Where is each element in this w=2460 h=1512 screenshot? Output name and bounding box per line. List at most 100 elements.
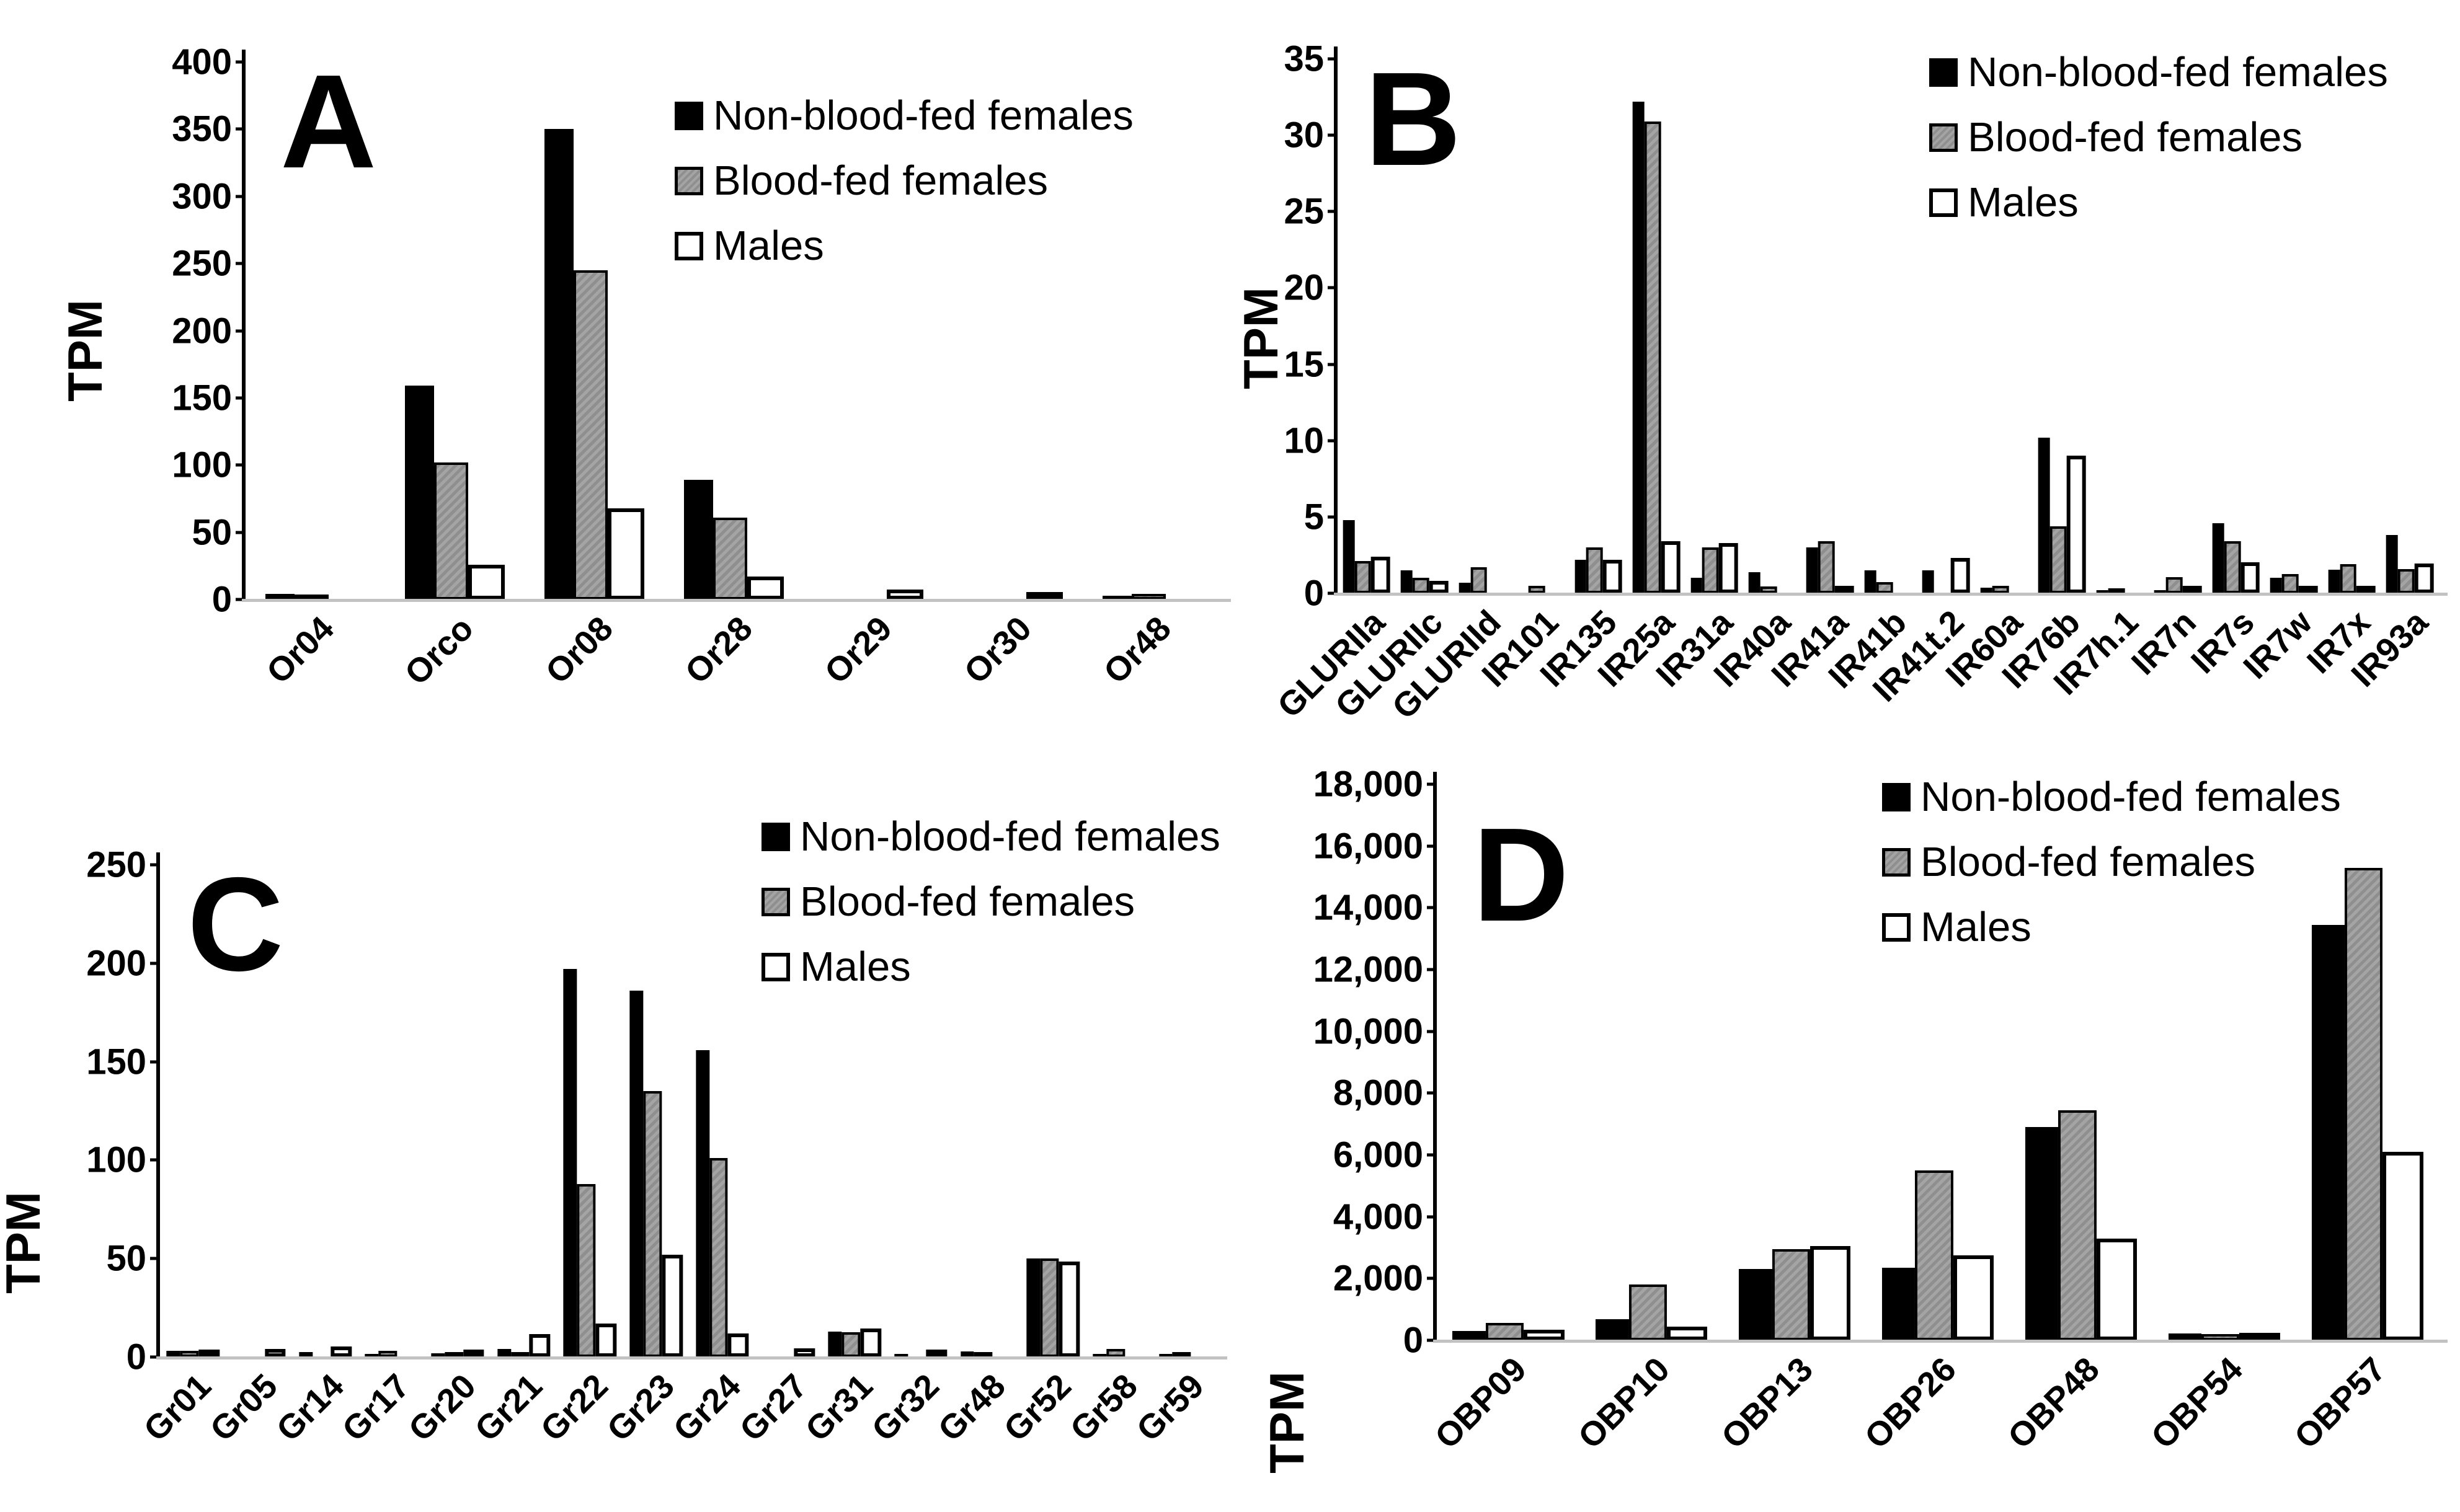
bar-slots — [894, 865, 948, 1357]
legend-entry: Males — [1929, 179, 2388, 226]
bar-slots — [2386, 59, 2434, 593]
y-tick-label: 6,000 — [1333, 1134, 1423, 1175]
bar-non-blood-fed — [2154, 590, 2166, 593]
x-tick-label: Or04 — [259, 609, 341, 691]
bar-group: IR60a — [1938, 59, 2033, 694]
bar-slots — [2270, 59, 2318, 593]
bar-group: Gr17 — [335, 865, 425, 1449]
bar-males — [529, 1334, 551, 1357]
panel-a: A TPM 0 50 100 150 200 250 300 350 400 Or04 Orco Or08… — [0, 0, 1231, 756]
y-tick-mark — [150, 863, 160, 867]
x-tick-label: Or48 — [1096, 609, 1178, 691]
y-tick-mark — [150, 962, 160, 965]
bar-slots — [2311, 784, 2423, 1340]
legend-swatch-icon — [1929, 188, 1958, 217]
bar-blood-fed — [1876, 581, 1893, 593]
bar-males — [1524, 1329, 1565, 1340]
bar-males — [2240, 562, 2260, 593]
y-tick-label: 100 — [86, 1139, 146, 1180]
y-tick-mark — [1328, 515, 1338, 519]
bar-group: Gr59 — [1129, 865, 1219, 1449]
bar-non-blood-fed — [1864, 570, 1876, 593]
bar-group: Gr21 — [467, 865, 557, 1449]
x-tick-label: Gr22 — [533, 1366, 616, 1449]
y-tick-mark — [236, 463, 246, 467]
bar-slots — [1459, 59, 1506, 593]
y-tick-mark — [1328, 439, 1338, 443]
bar-slots — [1343, 59, 1391, 593]
bar-group: IR7s — [2183, 59, 2265, 681]
bar-males — [887, 589, 924, 599]
y-tick-label: 0 — [126, 1337, 146, 1377]
bar-males — [1666, 1326, 1708, 1340]
bar-non-blood-fed — [1748, 572, 1761, 593]
plot-area-d: 0 2,000 4,000 6,000 8,000 10,000 12,000 14,000 1… — [1313, 764, 2448, 1456]
bar-non-blood-fed — [1806, 547, 1819, 593]
bar-group: OBP13 — [1714, 784, 1867, 1456]
y-tick-label: 150 — [172, 378, 232, 418]
bar-blood-fed — [1040, 1258, 1059, 1357]
y-tick-mark — [1328, 210, 1338, 213]
y-tick-label: 5 — [1303, 497, 1324, 537]
x-tick-label: Gr52 — [996, 1366, 1079, 1449]
bar-slots — [2154, 59, 2202, 593]
panel-d: D TPM 0 2,000 4,000 6,000 8,000 10,000 12,000 14,… — [1230, 756, 2460, 1512]
bar-blood-fed — [1528, 585, 1545, 593]
legend-entry: Males — [762, 943, 1220, 991]
bar-blood-fed — [294, 595, 329, 599]
y-tick-label: 250 — [86, 844, 146, 885]
bar-group: Gr32 — [864, 865, 954, 1449]
y-tick-label: 400 — [172, 42, 232, 82]
bar-non-blood-fed — [2212, 523, 2224, 593]
bar-males — [2382, 1152, 2423, 1340]
bar-group: IR76b — [1995, 59, 2091, 696]
legend-swatch-icon — [1882, 782, 1911, 811]
bar-blood-fed — [2344, 867, 2383, 1340]
x-tick-label: Or30 — [956, 609, 1039, 691]
y-tick-label: 0 — [211, 579, 232, 620]
bar-slots — [2038, 59, 2086, 593]
bar-males — [1953, 1255, 1994, 1340]
bar-blood-fed — [180, 1350, 199, 1357]
bar-slots — [960, 865, 1013, 1357]
bar-non-blood-fed — [1596, 1319, 1629, 1340]
bar-blood-fed — [1470, 567, 1488, 593]
x-tick-label: OBP09 — [1428, 1350, 1534, 1456]
bar-blood-fed — [1412, 578, 1429, 593]
x-tick-label: Or28 — [677, 609, 760, 691]
bar-slots — [166, 865, 220, 1357]
legend-swatch-icon — [1929, 58, 1958, 87]
legend-entry: Males — [675, 222, 1134, 270]
bar-group: Gr05 — [203, 865, 293, 1449]
y-tick-mark — [150, 1355, 160, 1359]
bar-group: OBP09 — [1428, 784, 1580, 1456]
legend-label: Blood-fed females — [1920, 839, 2256, 885]
y-tick-mark — [236, 329, 246, 332]
bar-group: Gr14 — [269, 865, 358, 1449]
bar-males — [608, 508, 645, 599]
bar-blood-fed — [1760, 586, 1777, 593]
bar-blood-fed — [1354, 561, 1372, 593]
bar-males — [662, 1254, 683, 1357]
x-tick-label: IR7n — [2124, 603, 2204, 683]
bar-blood-fed — [2224, 541, 2241, 593]
bar-blood-fed — [2049, 526, 2067, 593]
bar-blood-fed — [2165, 577, 2183, 593]
bar-slots — [1632, 59, 1681, 593]
bar-group: GLURIIa — [1269, 59, 1395, 725]
x-tick-label: OBP13 — [1713, 1350, 1821, 1456]
bar-males — [1026, 592, 1063, 599]
bar-non-blood-fed — [960, 1351, 974, 1357]
bar-males — [794, 1348, 815, 1357]
bar-slots — [1026, 865, 1080, 1357]
y-tick-label: 250 — [172, 243, 232, 284]
bar-group: Gr24 — [665, 865, 756, 1449]
panel-c: C TPM 0 50 100 150 200 250 Gr01 Gr05 Gr14 Gr17 Gr20 G… — [0, 756, 1230, 1512]
bar-group: IR40a — [1706, 59, 1801, 694]
y-tick-label: 150 — [86, 1041, 146, 1082]
bar-group: OBP54 — [2143, 784, 2296, 1456]
bar-males — [1371, 556, 1391, 593]
bar-blood-fed — [1992, 585, 2009, 593]
x-tick-label: OBP57 — [2286, 1350, 2393, 1456]
